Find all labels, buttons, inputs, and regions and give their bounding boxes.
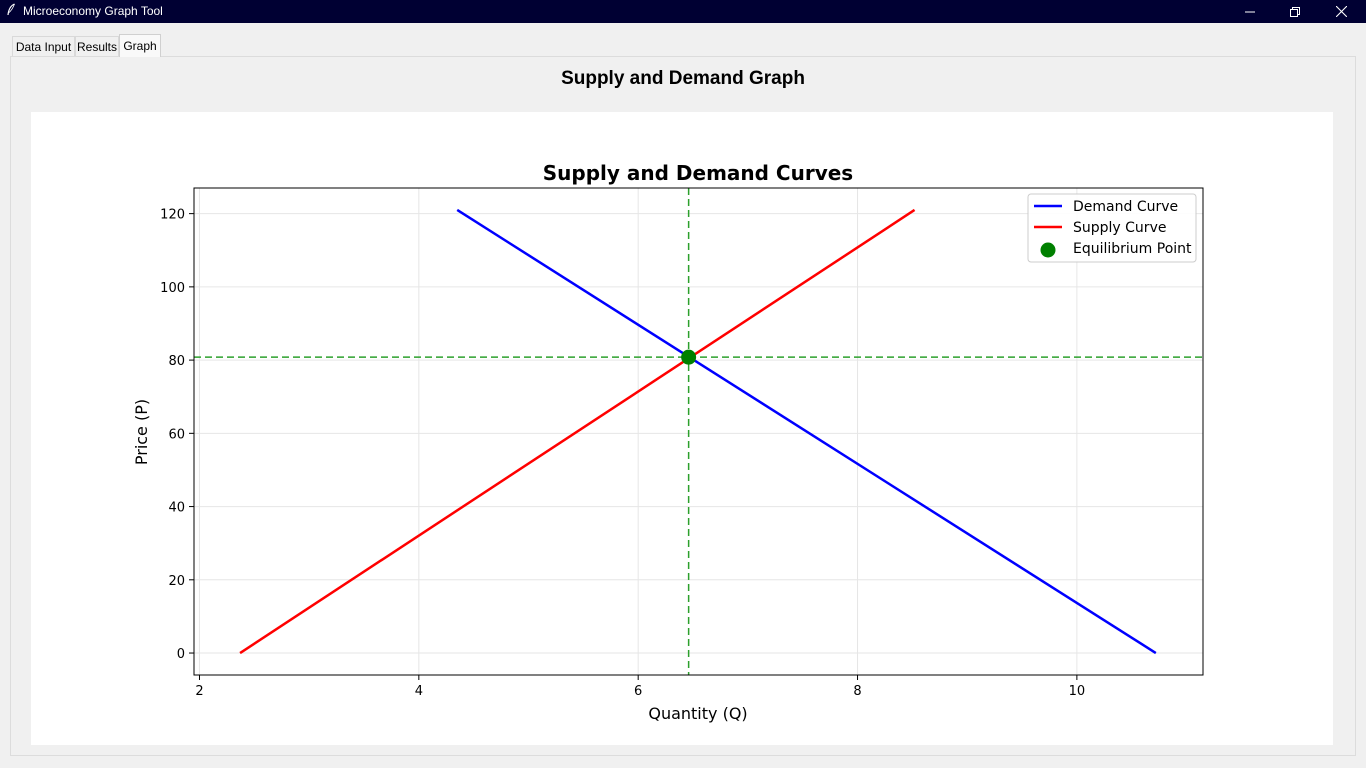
- legend-label-demand-curve: Demand Curve: [1073, 199, 1178, 215]
- curves: [239, 208, 1157, 655]
- y-tick-label: 0: [177, 647, 185, 662]
- y-tick-label: 80: [168, 354, 185, 369]
- y-axis-ticks: 0 20 40 60 80 100 120: [160, 208, 194, 662]
- supply-demand-chart: 2 4 6 8 10 0 20 40 60 80 100 120 Supply and Demand…: [132, 161, 1204, 723]
- page-title: Supply and Demand Graph: [561, 68, 805, 89]
- y-tick-label: 100: [160, 281, 185, 296]
- chart-canvas: 2 4 6 8 10 0 20 40 60 80 100 120 Supply and Demand…: [31, 112, 1333, 745]
- grid-lines: [194, 188, 1203, 675]
- minimize-icon: [1245, 11, 1255, 12]
- tab-data-input[interactable]: Data Input: [12, 36, 75, 56]
- x-axis-ticks: 2 4 6 8 10: [195, 675, 1085, 699]
- x-tick-label: 6: [634, 684, 642, 699]
- legend-box: [1027, 193, 1197, 263]
- equilibrium-point: [681, 349, 697, 365]
- close-icon: [1335, 6, 1347, 17]
- maximize-icon: [1290, 6, 1300, 17]
- x-tick-label: 4: [415, 684, 423, 699]
- y-axis-label: Price (P): [132, 399, 151, 465]
- equilibrium-guides: [194, 188, 1203, 675]
- equilibrium-marker: [681, 349, 697, 365]
- x-tick-label: 2: [195, 684, 203, 699]
- feather-icon: [7, 3, 15, 16]
- tab-results[interactable]: Results: [75, 36, 119, 56]
- legend-label-equilibrium-point: Equilibrium Point: [1073, 241, 1192, 257]
- plot-frame: [193, 187, 1204, 676]
- demand-curve-line: [456, 208, 1157, 655]
- y-tick-label: 20: [168, 574, 185, 589]
- chart-title: Supply and Demand Curves: [543, 161, 853, 185]
- x-axis-label: Quantity (Q): [648, 704, 747, 723]
- y-tick-label: 120: [160, 208, 185, 223]
- close-button[interactable]: [1318, 0, 1364, 23]
- x-tick-label: 10: [1069, 684, 1086, 699]
- window-title: Microeconomy Graph Tool: [23, 4, 163, 18]
- y-tick-label: 40: [168, 501, 185, 516]
- tab-graph[interactable]: Graph: [119, 34, 161, 57]
- legend: Demand Curve Supply Curve Equilibrium Poin…: [1027, 193, 1197, 263]
- minimize-button[interactable]: [1227, 0, 1273, 23]
- supply-curve-line: [239, 208, 916, 655]
- maximize-button[interactable]: [1272, 0, 1318, 23]
- x-tick-label: 8: [853, 684, 861, 699]
- legend-label-supply-curve: Supply Curve: [1073, 220, 1166, 236]
- y-tick-label: 60: [168, 427, 185, 442]
- title-bar: Microeconomy Graph Tool: [0, 0, 1366, 23]
- legend-swatch-equilibrium-point: [1040, 242, 1056, 258]
